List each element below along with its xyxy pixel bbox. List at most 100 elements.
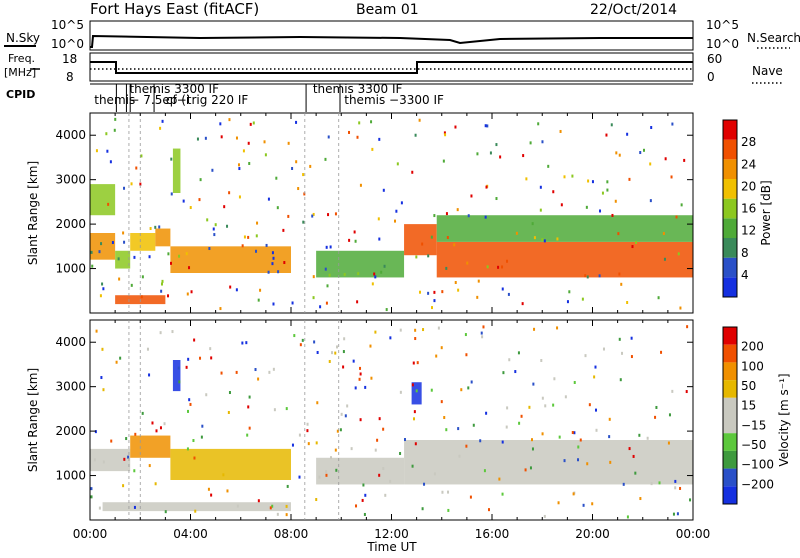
scatter-return	[334, 351, 337, 355]
scatter-return	[105, 132, 108, 136]
scatter-return	[312, 212, 315, 216]
scatter-return	[363, 512, 366, 516]
scatter-return	[307, 442, 310, 446]
scatter-return	[399, 451, 402, 455]
scatter-return	[324, 267, 327, 271]
scatter-return	[414, 337, 417, 341]
scatter-return	[403, 438, 406, 442]
scatter-return	[487, 508, 490, 512]
scatter-return	[382, 467, 385, 471]
colorbar-swatch	[723, 415, 737, 434]
scatter-return	[189, 206, 192, 210]
scatter-return	[606, 188, 609, 192]
scatter-return	[614, 199, 617, 203]
scatter-return	[291, 443, 294, 447]
scatter-return	[272, 367, 275, 371]
scatter-return	[433, 214, 436, 218]
scatter-return	[447, 508, 450, 512]
scatter-return	[242, 149, 245, 153]
scatter-return	[102, 388, 105, 392]
scatter-return	[606, 180, 609, 184]
scatter-return	[306, 429, 309, 433]
scatter-return	[93, 458, 96, 462]
time-tick-label: 12:00	[374, 527, 409, 541]
time-tick-label: 08:00	[274, 527, 309, 541]
scatter-return	[650, 126, 653, 130]
scatter-return	[245, 341, 248, 345]
scatter-return	[528, 405, 531, 409]
scatter-return	[543, 514, 546, 518]
scatter-return	[486, 124, 489, 128]
scatter-return	[605, 133, 608, 137]
scatter-return	[199, 356, 202, 360]
scatter-return	[199, 178, 202, 182]
y-tick-label: 4000	[55, 335, 86, 349]
scatter-return	[370, 376, 373, 380]
scatter-return	[646, 436, 649, 440]
scatter-return	[193, 456, 196, 460]
scatter-return	[161, 279, 164, 283]
scatter-return	[497, 265, 500, 269]
nave-label: Nave	[752, 64, 783, 78]
scatter-return	[573, 431, 576, 435]
scatter-return	[552, 403, 555, 407]
power-colorbar: 4 8 12 16 20 24 28 Power [dB]	[722, 119, 773, 298]
scatter-return	[533, 327, 536, 331]
scatter-return	[476, 152, 479, 156]
scatter-return	[193, 338, 196, 342]
scatter-return	[530, 438, 533, 442]
scatter-return	[571, 431, 574, 435]
noise-left-tick-bottom: 10^0	[51, 37, 84, 51]
scatter-return	[359, 366, 362, 370]
scatter-return	[443, 416, 446, 420]
scatter-return	[334, 212, 337, 216]
scatter-return	[334, 448, 337, 452]
scatter-return	[336, 345, 339, 349]
scatter-return	[247, 405, 250, 409]
scatter-return	[445, 428, 448, 432]
scatter-return	[371, 282, 374, 286]
scatter-return	[276, 512, 279, 516]
scatter-return	[679, 306, 682, 310]
scatter-return	[376, 438, 379, 442]
scatter-return	[223, 205, 226, 209]
scatter-return	[359, 372, 362, 376]
scatter-return	[427, 291, 430, 295]
scatter-return	[111, 241, 114, 245]
scatter-return	[416, 361, 419, 365]
scatter-return	[579, 438, 582, 442]
time-axis: 00:00 04:00 08:00 12:00 16:00 20:00 00:00	[73, 527, 711, 541]
scatter-return	[118, 277, 121, 281]
scatter-return	[130, 182, 133, 186]
scatter-return	[211, 168, 214, 172]
scatter-return	[414, 133, 417, 137]
scatter-return	[655, 405, 658, 409]
colorbar-swatch	[723, 159, 737, 179]
scatter-return	[457, 288, 460, 292]
scatter-return	[123, 457, 126, 461]
scatter-return	[316, 401, 319, 405]
scatter-return	[328, 273, 331, 277]
scatter-return	[619, 378, 622, 382]
colorbar-swatch	[723, 120, 737, 140]
scatter-return	[186, 292, 189, 296]
power-region	[130, 233, 156, 251]
scatter-return	[255, 249, 258, 253]
velocity-colorbar: 200 100 50 15 −15 −50 −100 −200 Velocity [m s⁻¹…	[722, 326, 791, 505]
scatter-return	[529, 141, 532, 145]
scatter-return	[255, 234, 258, 238]
scatter-return	[350, 447, 353, 451]
scatter-return	[272, 256, 275, 260]
scatter-return	[539, 208, 542, 212]
scatter-return	[547, 164, 550, 168]
scatter-return	[110, 439, 113, 443]
scatter-return	[171, 330, 174, 334]
scatter-return	[178, 254, 181, 258]
scatter-return	[595, 428, 598, 432]
scatter-return	[177, 366, 180, 370]
colorbar-swatch	[723, 433, 737, 451]
scatter-return	[106, 149, 109, 153]
scatter-return	[226, 489, 229, 493]
scatter-return	[212, 227, 215, 231]
